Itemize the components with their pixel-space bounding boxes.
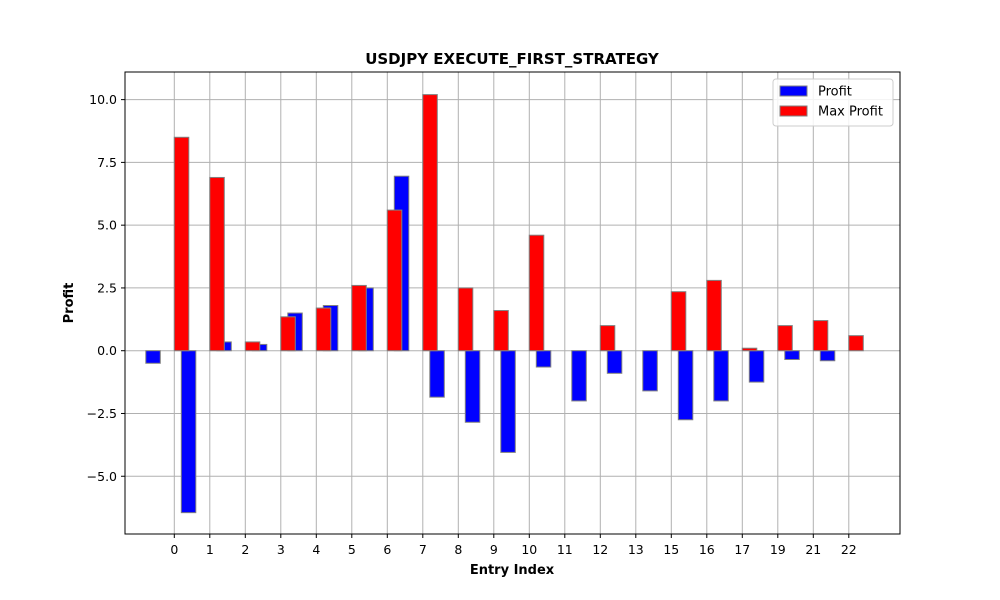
bar-profit [677,350,694,421]
bar-max-profit [777,325,793,352]
x-tick-label: 0 [170,542,178,557]
bar-max-profit [670,291,687,352]
x-tick-label: 22 [841,542,857,557]
bar-max-profit [315,307,332,352]
legend: Profit Max Profit [772,78,894,127]
bar-profit [748,350,765,383]
y-tick-label: 5.0 [97,218,117,233]
bar-max-profit [209,176,225,352]
x-tick-label: 12 [592,542,608,557]
x-tick-label: 13 [628,542,644,557]
x-tick-label: 7 [419,542,427,557]
bar-max-profit [386,209,403,352]
bar-profit [606,350,623,374]
bar-profit [429,350,445,398]
x-tick-label: 3 [277,542,285,557]
legend-swatch [779,85,808,97]
y-ticks: −5.0 −2.5 0.0 2.5 5.0 7.5 10.0 [87,92,125,484]
y-tick-label: 10.0 [89,92,117,107]
legend-label: Profit [818,85,852,100]
bar-max-profit [706,279,722,352]
plot-frame [124,71,901,535]
bar-max-profit [351,284,367,352]
bar-max-profit [528,234,545,352]
bar-max-profit [848,335,864,352]
x-tick-label: 8 [454,542,462,557]
bars [145,94,864,514]
chart-title: USDJPY EXECUTE_FIRST_STRATEGY [365,50,660,68]
x-tick-label: 11 [557,542,573,557]
x-axis-label: Entry Index [470,563,555,578]
grid [125,72,900,534]
bar-profit [819,350,836,362]
bar-max-profit [280,316,296,352]
bar-profit [145,350,161,364]
legend-label: Max Profit [818,105,883,120]
bar-max-profit [457,287,474,352]
x-tick-label: 17 [734,542,750,557]
bar-profit [500,350,516,453]
x-tick-label: 16 [699,542,715,557]
bar-max-profit [173,136,190,352]
x-tick-label: 5 [348,542,356,557]
legend-swatch [779,105,808,117]
bar-profit [535,350,552,368]
bar-max-profit [599,325,616,352]
x-tick-label: 21 [805,542,821,557]
y-tick-label: 0.0 [97,343,117,358]
bar-profit [642,350,658,392]
x-tick-label: 4 [312,542,320,557]
bar-max-profit [741,347,758,352]
y-tick-label: −5.0 [87,469,117,484]
bar-max-profit [812,320,829,352]
x-ticks: 0 1 2 3 4 5 6 7 8 9 10 11 12 13 15 16 17 19 21 22 [170,534,857,557]
bar-profit [713,350,729,402]
y-tick-label: −2.5 [87,406,117,421]
y-axis-label: Profit [62,283,77,324]
x-tick-label: 19 [770,542,786,557]
bar-profit [784,350,800,360]
bar-max-profit [493,310,509,352]
x-tick-label: 9 [490,542,498,557]
bar-profit [571,350,587,402]
y-tick-label: 7.5 [97,155,117,170]
bar-max-profit [244,341,261,352]
bar-max-profit [422,94,438,352]
x-tick-label: 2 [241,542,249,557]
x-tick-label: 15 [663,542,679,557]
bar-profit [180,350,197,514]
x-tick-label: 10 [521,542,537,557]
y-tick-label: 2.5 [97,280,117,295]
x-tick-label: 1 [206,542,214,557]
x-tick-label: 6 [383,542,391,557]
bar-profit [464,350,481,423]
